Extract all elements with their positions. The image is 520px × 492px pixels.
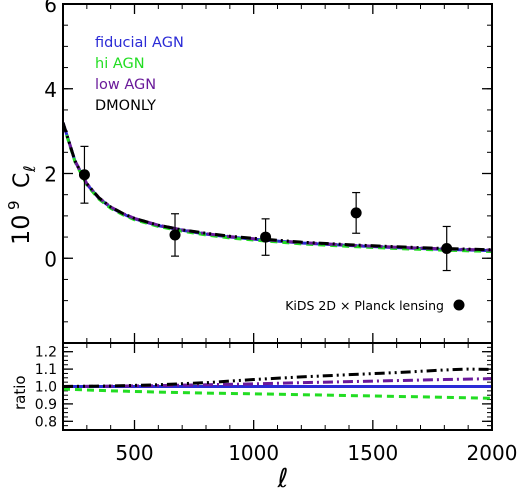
data-point	[350, 207, 362, 219]
bottom-series-line	[63, 377, 492, 388]
top-series-group	[63, 122, 492, 253]
bottom-xtick-label: 1500	[347, 441, 398, 465]
data-point	[441, 243, 453, 255]
legend-entry: low AGN	[95, 77, 156, 93]
top-ylabel-subscript: ℓ	[20, 165, 39, 173]
top-series-line	[63, 122, 492, 252]
data-point	[78, 169, 90, 181]
bottom-ytick-label: 1.2	[35, 345, 57, 361]
bottom-xtick-label: 500	[115, 441, 153, 465]
bottom-series-line	[63, 387, 492, 400]
data-point	[169, 229, 181, 241]
top-ytick-label: 4	[44, 78, 57, 102]
top-frame	[62, 3, 493, 344]
legend-entry: DMONLY	[95, 98, 156, 114]
top-series-line	[63, 122, 492, 253]
bottom-ytick-label: 1.0	[35, 380, 57, 396]
data-point	[260, 231, 272, 243]
bottom-panel: 0.80.91.0 1.11.2 500 1000 1500 2000	[35, 342, 518, 465]
bottom-ytick-label: 0.8	[35, 414, 57, 430]
top-series-line	[63, 122, 492, 252]
bottom-ylabel: ratio	[11, 375, 29, 410]
bottom-series-line	[63, 367, 492, 388]
top-ylabel-symbol: C	[10, 173, 35, 188]
bottom-frame	[62, 342, 493, 431]
bottom-xtick-label: 1000	[228, 441, 279, 465]
bottom-ytick-label: 1.1	[35, 362, 57, 378]
bottom-xtick-label: 2000	[467, 441, 518, 465]
top-ylabel-main: 10	[7, 214, 35, 245]
top-ytick-label: 6	[44, 0, 57, 17]
legend-entry: fiducial AGN	[95, 35, 184, 51]
legend-entry: hi AGN	[95, 56, 145, 72]
bottom-series-group	[63, 367, 492, 400]
points-legend-marker	[453, 299, 465, 311]
axis-labels: 10 9 C ℓ ratio ℓ	[5, 165, 288, 492]
bottom-ytick-label: 0.9	[35, 397, 57, 413]
bottom-xlabel: ℓ	[277, 464, 289, 492]
top-ylabel-exp: 9	[5, 200, 23, 210]
points-legend-label: KiDS 2D × Planck lensing	[285, 298, 444, 313]
top-series-line	[63, 123, 492, 253]
top-ytick-label: 2	[44, 163, 57, 187]
top-ytick-label: 0	[44, 247, 57, 271]
top-panel: 0 2 4 6 fiducial AGN hi AGN low AGN DMONLY KiDS …	[44, 0, 493, 344]
